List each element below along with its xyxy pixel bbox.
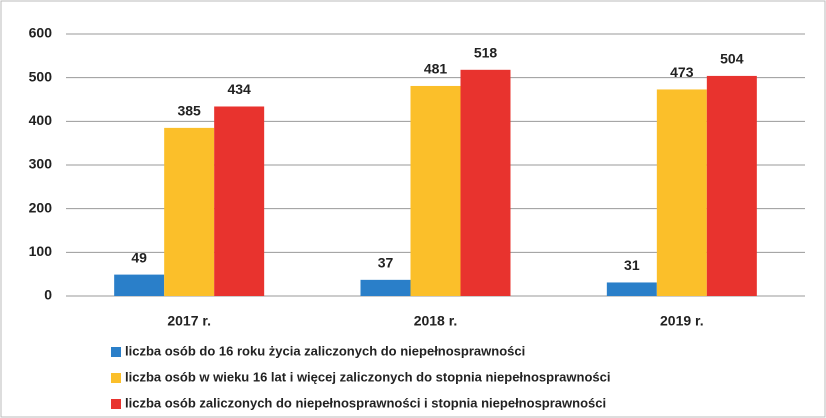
value-label: 49 — [131, 249, 147, 265]
legend-label: liczba osób w wieku 16 lat i więcej zali… — [125, 369, 610, 384]
y-tick-label: 600 — [29, 25, 53, 41]
bar — [360, 279, 411, 296]
value-label: 434 — [227, 81, 251, 97]
legend-swatch — [111, 373, 121, 383]
value-label: 504 — [720, 51, 744, 67]
y-tick-label: 200 — [29, 199, 53, 215]
bar — [606, 282, 657, 296]
x-tick-label: 2017 r. — [167, 313, 211, 329]
bar — [706, 75, 757, 296]
x-tick-label: 2019 r. — [660, 313, 704, 329]
bar — [114, 274, 165, 296]
value-label: 481 — [424, 61, 448, 77]
bar — [410, 85, 461, 296]
y-tick-label: 0 — [44, 287, 52, 303]
value-label: 31 — [624, 257, 640, 273]
y-tick-label: 500 — [29, 68, 53, 84]
y-tick-label: 100 — [29, 243, 53, 259]
value-label: 37 — [378, 255, 394, 271]
bar — [460, 69, 511, 296]
legend-swatch — [111, 347, 121, 357]
bar — [164, 127, 215, 296]
legend-swatch — [111, 399, 121, 409]
x-tick-label: 2018 r. — [414, 313, 458, 329]
bar — [656, 89, 707, 296]
y-tick-label: 300 — [29, 156, 53, 172]
legend-label: liczba osób zaliczonych do niepełnospraw… — [125, 395, 606, 410]
value-label: 473 — [670, 64, 694, 80]
y-tick-label: 400 — [29, 112, 53, 128]
legend-label: liczba osób do 16 roku życia zaliczonych… — [125, 343, 525, 358]
value-label: 518 — [474, 45, 498, 61]
value-label: 385 — [177, 103, 201, 119]
bar — [214, 106, 265, 296]
